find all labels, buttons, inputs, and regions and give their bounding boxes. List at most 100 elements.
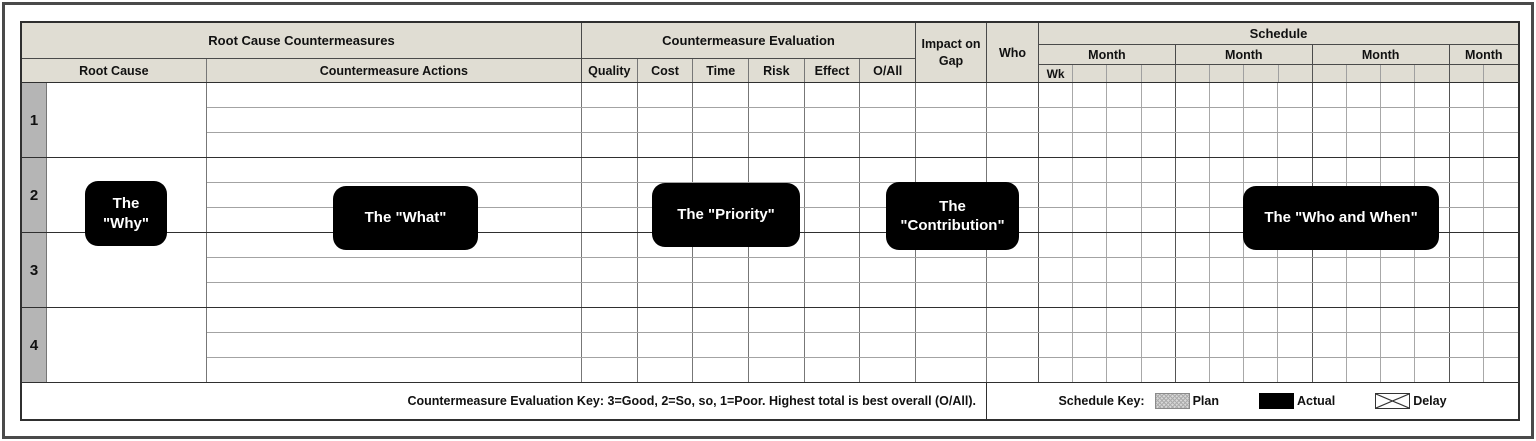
schedule-week-cell[interactable] — [1210, 308, 1245, 332]
schedule-week-cell[interactable] — [1312, 158, 1347, 182]
schedule-week-cell[interactable] — [1141, 358, 1176, 382]
evaluation-cell[interactable] — [582, 358, 638, 382]
schedule-week-cell[interactable] — [1449, 333, 1484, 357]
schedule-week-cell[interactable] — [1210, 208, 1245, 232]
evaluation-cell[interactable] — [804, 258, 861, 282]
schedule-week-cell[interactable] — [1449, 308, 1484, 332]
schedule-week-cell[interactable] — [1038, 333, 1074, 357]
schedule-week-cell[interactable] — [1244, 258, 1279, 282]
schedule-week-cell[interactable] — [1483, 283, 1518, 307]
evaluation-cell[interactable] — [860, 133, 916, 157]
schedule-week-cell[interactable] — [1415, 333, 1450, 357]
schedule-week-cell[interactable] — [1483, 208, 1518, 232]
schedule-week-cell[interactable] — [1141, 308, 1176, 332]
impact-on-gap-cell[interactable] — [915, 108, 987, 132]
schedule-week-cell[interactable] — [1278, 108, 1313, 132]
schedule-week-cell[interactable] — [1244, 83, 1279, 107]
schedule-week-cell[interactable] — [1278, 333, 1313, 357]
evaluation-cell[interactable] — [637, 158, 694, 182]
schedule-week-cell[interactable] — [1381, 333, 1416, 357]
schedule-week-cell[interactable] — [1107, 308, 1142, 332]
schedule-week-cell[interactable] — [1107, 358, 1142, 382]
countermeasure-action-cell[interactable] — [207, 83, 582, 107]
schedule-week-cell[interactable] — [1381, 83, 1416, 107]
evaluation-cell[interactable] — [860, 258, 916, 282]
schedule-week-cell[interactable] — [1278, 258, 1313, 282]
schedule-week-cell[interactable] — [1449, 283, 1484, 307]
evaluation-cell[interactable] — [637, 308, 694, 332]
schedule-week-cell[interactable] — [1449, 208, 1484, 232]
evaluation-cell[interactable] — [804, 358, 861, 382]
evaluation-cell[interactable] — [582, 258, 638, 282]
impact-on-gap-cell[interactable] — [915, 83, 987, 107]
schedule-week-cell[interactable] — [1415, 133, 1450, 157]
countermeasure-action-cell[interactable] — [207, 108, 582, 132]
schedule-week-cell[interactable] — [1312, 133, 1347, 157]
schedule-week-cell[interactable] — [1210, 133, 1245, 157]
schedule-week-cell[interactable] — [1244, 133, 1279, 157]
evaluation-cell[interactable] — [804, 283, 861, 307]
schedule-week-cell[interactable] — [1210, 83, 1245, 107]
evaluation-cell[interactable] — [582, 283, 638, 307]
evaluation-cell[interactable] — [637, 333, 694, 357]
impact-on-gap-cell[interactable] — [915, 258, 987, 282]
evaluation-cell[interactable] — [804, 133, 861, 157]
schedule-week-cell[interactable] — [1038, 133, 1074, 157]
schedule-week-cell[interactable] — [1038, 308, 1074, 332]
schedule-week-cell[interactable] — [1073, 158, 1108, 182]
schedule-week-cell[interactable] — [1346, 358, 1382, 382]
schedule-week-cell[interactable] — [1175, 158, 1210, 182]
schedule-week-cell[interactable] — [1381, 258, 1416, 282]
evaluation-cell[interactable] — [748, 283, 805, 307]
evaluation-cell[interactable] — [693, 333, 749, 357]
evaluation-cell[interactable] — [860, 158, 916, 182]
schedule-week-cell[interactable] — [1483, 358, 1518, 382]
schedule-week-cell[interactable] — [1449, 108, 1484, 132]
schedule-week-cell[interactable] — [1210, 183, 1245, 207]
schedule-week-cell[interactable] — [1415, 283, 1450, 307]
schedule-week-cell[interactable] — [1107, 258, 1142, 282]
schedule-week-cell[interactable] — [1107, 333, 1142, 357]
schedule-week-cell[interactable] — [1038, 183, 1074, 207]
schedule-week-cell[interactable] — [1483, 183, 1518, 207]
schedule-week-cell[interactable] — [1346, 133, 1382, 157]
evaluation-cell[interactable] — [748, 358, 805, 382]
countermeasure-action-cell[interactable] — [207, 258, 582, 282]
evaluation-cell[interactable] — [693, 283, 749, 307]
schedule-week-cell[interactable] — [1073, 333, 1108, 357]
evaluation-cell[interactable] — [748, 83, 805, 107]
schedule-week-cell[interactable] — [1073, 358, 1108, 382]
schedule-week-cell[interactable] — [1038, 283, 1074, 307]
schedule-week-cell[interactable] — [1278, 133, 1313, 157]
schedule-week-cell[interactable] — [1415, 258, 1450, 282]
who-cell[interactable] — [986, 258, 1039, 282]
schedule-week-cell[interactable] — [1210, 258, 1245, 282]
schedule-week-cell[interactable] — [1449, 233, 1484, 257]
schedule-week-cell[interactable] — [1312, 308, 1347, 332]
schedule-week-cell[interactable] — [1244, 158, 1279, 182]
impact-on-gap-cell[interactable] — [915, 133, 987, 157]
schedule-week-cell[interactable] — [1141, 233, 1176, 257]
schedule-week-cell[interactable] — [1483, 133, 1518, 157]
schedule-week-cell[interactable] — [1312, 283, 1347, 307]
schedule-week-cell[interactable] — [1210, 158, 1245, 182]
evaluation-cell[interactable] — [860, 358, 916, 382]
evaluation-cell[interactable] — [637, 258, 694, 282]
schedule-week-cell[interactable] — [1278, 308, 1313, 332]
schedule-week-cell[interactable] — [1073, 308, 1108, 332]
schedule-week-cell[interactable] — [1381, 308, 1416, 332]
evaluation-cell[interactable] — [804, 233, 861, 257]
schedule-week-cell[interactable] — [1244, 108, 1279, 132]
evaluation-cell[interactable] — [582, 233, 638, 257]
countermeasure-action-cell[interactable] — [207, 308, 582, 332]
schedule-week-cell[interactable] — [1073, 183, 1108, 207]
evaluation-cell[interactable] — [748, 258, 805, 282]
who-cell[interactable] — [986, 283, 1039, 307]
schedule-week-cell[interactable] — [1483, 258, 1518, 282]
schedule-week-cell[interactable] — [1415, 158, 1450, 182]
evaluation-cell[interactable] — [637, 358, 694, 382]
evaluation-cell[interactable] — [582, 108, 638, 132]
schedule-week-cell[interactable] — [1415, 83, 1450, 107]
schedule-week-cell[interactable] — [1107, 158, 1142, 182]
schedule-week-cell[interactable] — [1483, 83, 1518, 107]
